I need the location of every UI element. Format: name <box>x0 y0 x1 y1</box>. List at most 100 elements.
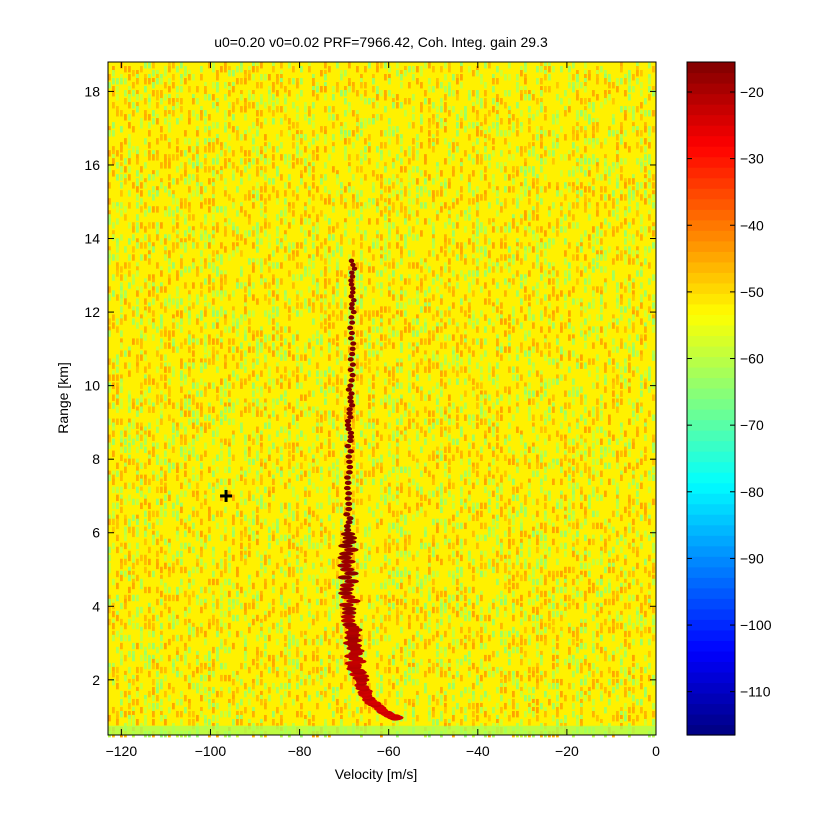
track-point <box>348 294 355 299</box>
colorbar-segment <box>687 461 735 473</box>
colorbar-segment <box>687 503 735 515</box>
track-point <box>343 512 351 517</box>
colorbar-segment <box>687 293 735 305</box>
track-point <box>342 610 357 616</box>
colorbar-segment <box>687 177 735 189</box>
x-tick-label: −20 <box>555 743 579 759</box>
colorbar-segment <box>687 398 735 410</box>
track-point <box>349 290 356 295</box>
track-point <box>350 341 357 346</box>
track-point <box>345 454 353 459</box>
track-point <box>345 520 353 525</box>
colorbar-segment <box>687 629 735 641</box>
colorbar-segment <box>687 356 735 368</box>
y-tick-label: 12 <box>84 304 100 320</box>
colorbar-tick-label: −100 <box>740 617 772 633</box>
track-point <box>349 362 356 367</box>
colorbar-segment <box>687 577 735 589</box>
colorbar-segment <box>687 219 735 231</box>
track-point <box>342 539 357 545</box>
colorbar-segment <box>687 724 735 736</box>
x-tick-label: −40 <box>466 743 490 759</box>
colorbar-segment <box>687 314 735 326</box>
track-point <box>344 443 352 449</box>
colorbar-tick-label: −30 <box>740 151 764 167</box>
x-tick-label: −120 <box>106 743 138 759</box>
colorbar-tick-label: −110 <box>740 684 771 700</box>
x-tick-label: −100 <box>195 743 227 759</box>
track-point <box>350 309 357 315</box>
track-point <box>340 594 356 600</box>
track-point <box>348 330 355 336</box>
track-point <box>349 301 355 307</box>
track-point <box>349 351 356 357</box>
colorbar-segment <box>687 430 735 442</box>
track-point <box>348 336 354 341</box>
track-point <box>340 567 355 572</box>
track-point <box>344 418 352 424</box>
y-tick-label: 4 <box>92 598 100 614</box>
track-point <box>349 320 356 325</box>
colorbar-segment <box>687 198 735 210</box>
track-point <box>344 579 359 584</box>
track-point <box>348 315 355 320</box>
colorbar-segment <box>687 713 735 726</box>
track-point <box>346 411 353 416</box>
colorbar-segment <box>687 587 735 599</box>
track-point <box>343 523 351 529</box>
colorbar-segment <box>687 472 735 484</box>
colorbar-segment <box>687 493 735 505</box>
colorbar-segment <box>687 377 735 389</box>
colorbar-segment <box>687 703 735 715</box>
y-tick-label: 14 <box>84 231 100 247</box>
colorbar-segment <box>687 303 735 315</box>
track-point <box>346 459 353 465</box>
heatmap-area <box>108 62 656 738</box>
colorbar-segment <box>687 440 735 452</box>
y-axis-label: Range [km] <box>55 362 71 434</box>
track-point <box>351 266 358 271</box>
y-axis: 2 4 6 8 10 12 14 16 18 <box>84 83 656 688</box>
colorbar-tick-label: −40 <box>740 217 764 233</box>
colorbar-segment <box>687 482 735 494</box>
track-point <box>349 270 355 275</box>
colorbar-segment <box>687 261 735 273</box>
x-axis: −120 −100 −80 −60 −40 −20 0 <box>106 62 660 759</box>
colorbar-segment <box>687 366 735 379</box>
x-tick-label: −60 <box>377 743 401 759</box>
track-point <box>348 282 355 287</box>
colorbar-segment <box>687 671 735 684</box>
track-point <box>344 422 352 428</box>
y-tick-label: 6 <box>92 525 100 541</box>
colorbar-segment <box>687 419 735 431</box>
colorbar-segment <box>687 209 735 221</box>
track-point <box>347 357 354 362</box>
colorbar-segment <box>687 650 735 662</box>
track-point <box>345 426 352 432</box>
track-point <box>349 274 356 279</box>
colorbar-frame <box>686 61 736 736</box>
colorbar-segment <box>687 661 735 673</box>
colorbar-segment <box>687 566 735 578</box>
y-tick-label: 18 <box>84 83 100 99</box>
colorbar-tick-label: −60 <box>740 351 764 367</box>
track-point <box>350 262 356 267</box>
track-point <box>342 622 357 627</box>
colorbar-segment <box>687 608 735 620</box>
track-point <box>346 598 361 604</box>
colorbar-segment <box>687 524 735 536</box>
track-point <box>342 606 357 612</box>
track-point <box>344 547 359 553</box>
track-point <box>344 571 359 576</box>
track-point <box>346 470 353 475</box>
track-point <box>345 501 353 507</box>
x-tick-label: −80 <box>288 743 312 759</box>
colorbar-segment <box>687 125 735 137</box>
track-point <box>346 464 354 470</box>
colorbar-segment <box>687 640 735 652</box>
y-tick-label: 16 <box>84 157 100 173</box>
colorbar-segment <box>687 104 735 116</box>
track-point <box>349 286 356 291</box>
track-point <box>346 516 354 521</box>
track-point <box>350 298 357 303</box>
